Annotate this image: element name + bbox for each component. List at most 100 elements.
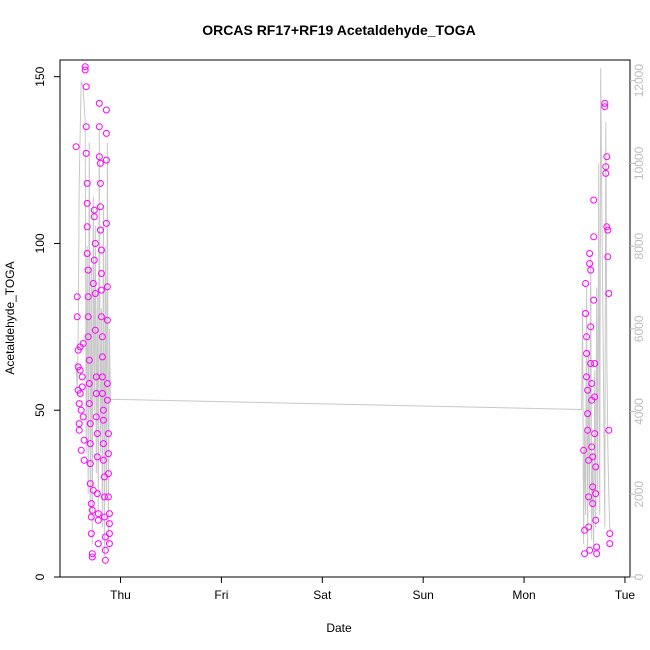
data-point — [604, 253, 612, 261]
y2-tick-label: 12000 — [632, 64, 646, 98]
y-tick-label: 50 — [33, 403, 47, 417]
data-point — [591, 360, 599, 367]
data-point — [593, 550, 601, 558]
data-point — [100, 493, 108, 501]
data-point — [91, 326, 99, 334]
data-point — [83, 199, 91, 207]
data-point — [580, 446, 588, 454]
y-axis-left: 0 50 100 150 — [33, 66, 60, 580]
data-point — [102, 156, 110, 164]
data-point — [93, 430, 101, 438]
data-point — [86, 440, 94, 448]
data-point — [104, 430, 112, 438]
data-point — [604, 226, 612, 234]
data-point — [101, 546, 109, 554]
data-point — [584, 386, 592, 394]
data-point — [72, 143, 80, 151]
data-point — [105, 510, 113, 518]
data-point — [84, 266, 92, 274]
data-point — [603, 223, 611, 231]
data-point — [583, 373, 591, 381]
data-point — [589, 453, 597, 461]
y2-tick-label: 10000 — [632, 146, 646, 180]
data-point — [105, 540, 113, 548]
data-point — [83, 179, 91, 187]
data-point — [97, 313, 105, 321]
data-point — [584, 426, 592, 434]
data-point — [99, 416, 107, 424]
data-point — [592, 463, 600, 471]
data-point — [90, 213, 98, 221]
data-point — [105, 520, 113, 528]
x-tick-label: Fri — [214, 588, 228, 602]
data-point — [85, 356, 93, 364]
data-point — [105, 530, 113, 538]
data-point — [94, 516, 102, 524]
data-point — [601, 99, 609, 107]
data-point — [98, 333, 106, 341]
data-point — [605, 290, 613, 297]
data-point — [100, 513, 108, 521]
data-point — [96, 179, 104, 187]
data-point — [76, 366, 84, 374]
data-point — [86, 420, 94, 428]
y2-tick-label: 0 — [632, 573, 646, 580]
data-point — [103, 380, 111, 387]
data-point — [79, 413, 87, 421]
data-point — [82, 123, 90, 131]
data-point — [602, 169, 610, 177]
data-point — [92, 413, 100, 421]
scatter-series — [72, 63, 614, 564]
data-point — [78, 373, 86, 381]
data-point — [89, 280, 97, 287]
data-point — [96, 203, 104, 211]
data-point — [583, 350, 591, 357]
data-point — [76, 390, 84, 397]
data-point — [103, 396, 111, 404]
data-point — [98, 373, 106, 381]
data-point — [591, 430, 599, 438]
data-point — [86, 460, 94, 468]
x-axis-label: Date — [326, 621, 352, 635]
data-point — [82, 149, 90, 157]
data-point — [97, 270, 105, 277]
data-point — [78, 383, 86, 391]
y2-tick-label: 6000 — [632, 315, 646, 342]
data-point — [585, 493, 593, 501]
data-point — [605, 426, 613, 434]
data-point — [583, 333, 591, 341]
data-point — [98, 390, 106, 397]
data-point — [75, 426, 83, 434]
right-axis-series — [75, 68, 612, 557]
data-point — [81, 66, 89, 74]
data-point — [96, 226, 104, 234]
data-point — [80, 456, 88, 464]
data-point — [588, 443, 596, 451]
y-tick-label: 100 — [33, 233, 47, 253]
data-point — [587, 266, 595, 274]
data-point — [601, 103, 609, 111]
data-point — [101, 533, 109, 541]
data-point — [592, 490, 600, 498]
series-line — [75, 68, 612, 557]
chart-title: ORCAS RF17+RF19 Acetaldehyde_TOGA — [202, 22, 475, 38]
data-point — [97, 246, 105, 254]
data-point — [88, 553, 96, 561]
data-point — [73, 293, 81, 301]
y-tick-label: 150 — [33, 66, 47, 86]
data-point — [587, 323, 595, 331]
data-point — [83, 223, 91, 231]
data-point — [88, 506, 96, 514]
y2-tick-label: 8000 — [632, 232, 646, 259]
data-point — [85, 400, 93, 408]
x-tick-label: Sun — [413, 588, 434, 602]
data-point — [591, 393, 599, 401]
data-point — [593, 543, 601, 551]
plot-frame — [59, 59, 631, 578]
x-axis: Thu Fri Sat Sun Mon Tue — [110, 577, 635, 602]
x-tick-label: Mon — [512, 588, 535, 602]
data-point — [606, 540, 614, 548]
data-point — [104, 450, 112, 458]
data-point — [592, 516, 600, 524]
